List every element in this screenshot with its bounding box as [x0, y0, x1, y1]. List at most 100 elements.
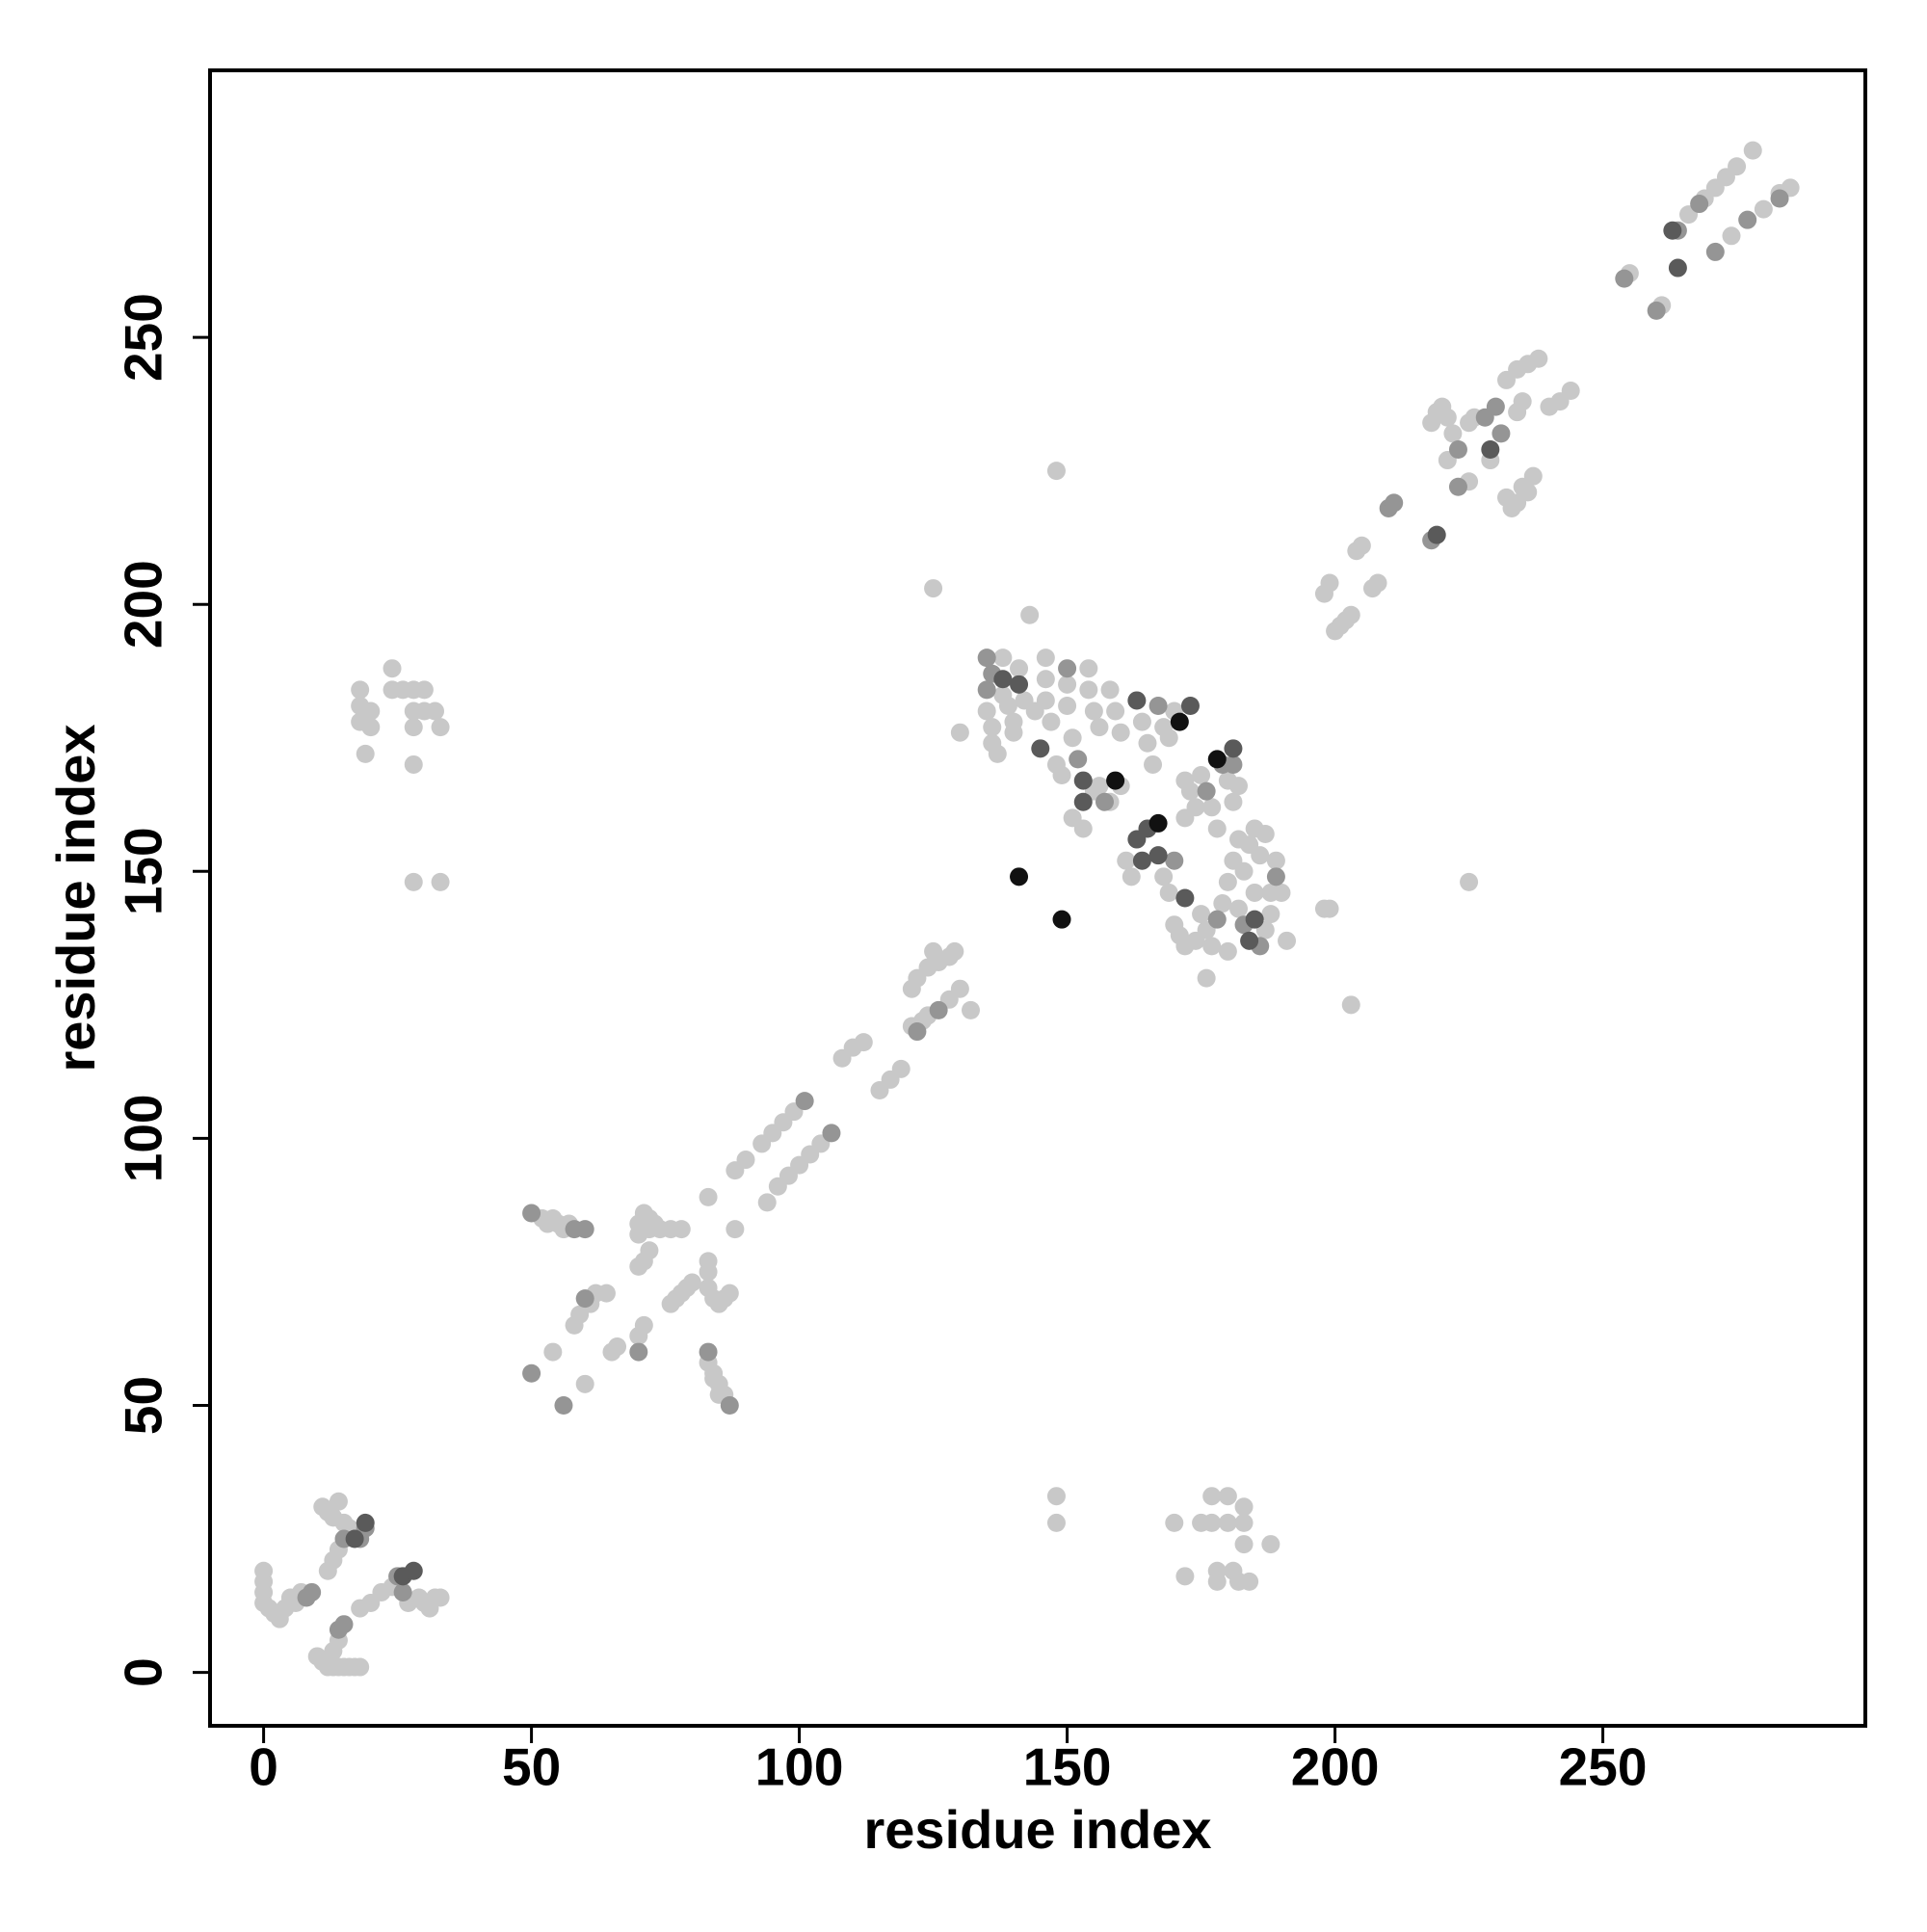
contact-point	[854, 1033, 873, 1052]
contact-point	[1255, 824, 1275, 843]
contact-point	[1095, 792, 1114, 811]
contact-point	[575, 1374, 594, 1393]
contact-point	[1754, 199, 1773, 219]
contact-point	[1705, 242, 1725, 261]
contact-point	[726, 1220, 745, 1239]
y-tick-label: 100	[114, 1095, 173, 1183]
contact-point	[1180, 696, 1200, 715]
contact-point	[1010, 867, 1029, 887]
contact-point	[1117, 851, 1136, 870]
contact-point	[1127, 691, 1147, 710]
contact-point	[736, 1151, 755, 1170]
contact-point	[345, 1529, 364, 1548]
contact-point	[1272, 883, 1291, 902]
contact-point	[1385, 493, 1404, 513]
contact-point	[672, 1220, 691, 1239]
contact-point	[795, 1092, 814, 1111]
contact-point	[1770, 189, 1789, 208]
contact-point	[1148, 813, 1168, 833]
contact-point	[414, 680, 434, 700]
contact-point	[1207, 910, 1227, 929]
contact-point	[1218, 1513, 1237, 1532]
contact-point	[1090, 718, 1109, 737]
contact-point	[1046, 1487, 1066, 1506]
contact-point	[983, 718, 1002, 737]
contact-point	[988, 744, 1007, 763]
y-tick-label: 0	[114, 1657, 173, 1687]
contact-point	[608, 1337, 627, 1357]
x-tick-label: 200	[1291, 1737, 1380, 1797]
contact-point	[1234, 1535, 1254, 1554]
contact-point	[404, 1561, 423, 1580]
contact-point	[1722, 226, 1741, 246]
contact-point	[356, 1513, 375, 1532]
contact-point	[303, 1582, 322, 1601]
y-tick-label: 150	[114, 827, 173, 915]
contact-point	[993, 670, 1013, 689]
contact-point	[977, 648, 996, 668]
contact-point	[1529, 349, 1548, 368]
contact-point	[334, 1615, 354, 1634]
contact-point	[1491, 424, 1511, 443]
contact-point	[1202, 798, 1222, 817]
contact-point	[431, 872, 450, 891]
contact-point	[596, 1284, 616, 1303]
contact-point	[1197, 968, 1216, 988]
contact-point	[1228, 899, 1248, 918]
x-axis-title: residue index	[863, 1799, 1211, 1860]
x-tick-label: 150	[1023, 1737, 1112, 1797]
contact-point	[1438, 408, 1457, 427]
contact-point	[1224, 792, 1243, 811]
contact-point	[1202, 937, 1222, 956]
contact-point	[1069, 750, 1088, 769]
contact-point	[1234, 1497, 1254, 1517]
contact-point	[1138, 733, 1157, 753]
contact-point	[699, 1187, 718, 1206]
contact-point	[404, 872, 423, 891]
contact-point	[1111, 723, 1130, 742]
contact-point	[1218, 941, 1237, 961]
contact-point	[1165, 1513, 1184, 1532]
contact-point	[1106, 771, 1125, 790]
contact-point	[356, 744, 375, 763]
contact-point	[254, 1561, 274, 1580]
contact-point	[962, 1000, 981, 1019]
contact-point	[1020, 605, 1040, 624]
contact-point	[1165, 851, 1184, 870]
contact-point	[998, 696, 1017, 715]
contact-point	[1690, 195, 1709, 214]
contact-point	[1197, 781, 1216, 801]
contact-point	[929, 1000, 948, 1019]
contact-point	[383, 659, 402, 678]
contact-point	[1486, 397, 1505, 416]
contact-point	[351, 1657, 370, 1677]
contact-point	[1443, 424, 1463, 443]
contact-point	[1251, 846, 1270, 865]
y-tick-label: 250	[114, 293, 173, 382]
contact-point	[640, 1241, 659, 1260]
contact-point	[1663, 221, 1682, 240]
contact-point	[1278, 931, 1297, 950]
contact-point	[1159, 728, 1178, 748]
contact-point	[1058, 659, 1077, 678]
contact-point	[1148, 846, 1168, 865]
contact-point	[1240, 1572, 1259, 1591]
contact-point	[1352, 536, 1371, 555]
contact-point	[1218, 872, 1237, 891]
contact-point	[1228, 777, 1248, 796]
contact-point	[908, 1022, 927, 1042]
contact-point	[1266, 867, 1285, 887]
contact-point	[1148, 696, 1168, 715]
y-tick-label: 50	[114, 1376, 173, 1435]
contact-point	[1159, 883, 1178, 902]
contact-point	[431, 718, 450, 737]
contact-point	[699, 1262, 718, 1282]
contact-point	[426, 701, 445, 721]
contact-point	[1743, 141, 1762, 160]
contact-point	[329, 1492, 348, 1511]
contact-point	[1170, 712, 1189, 731]
contact-point	[950, 979, 969, 998]
contact-point	[575, 1220, 594, 1239]
contact-point	[1122, 867, 1141, 887]
